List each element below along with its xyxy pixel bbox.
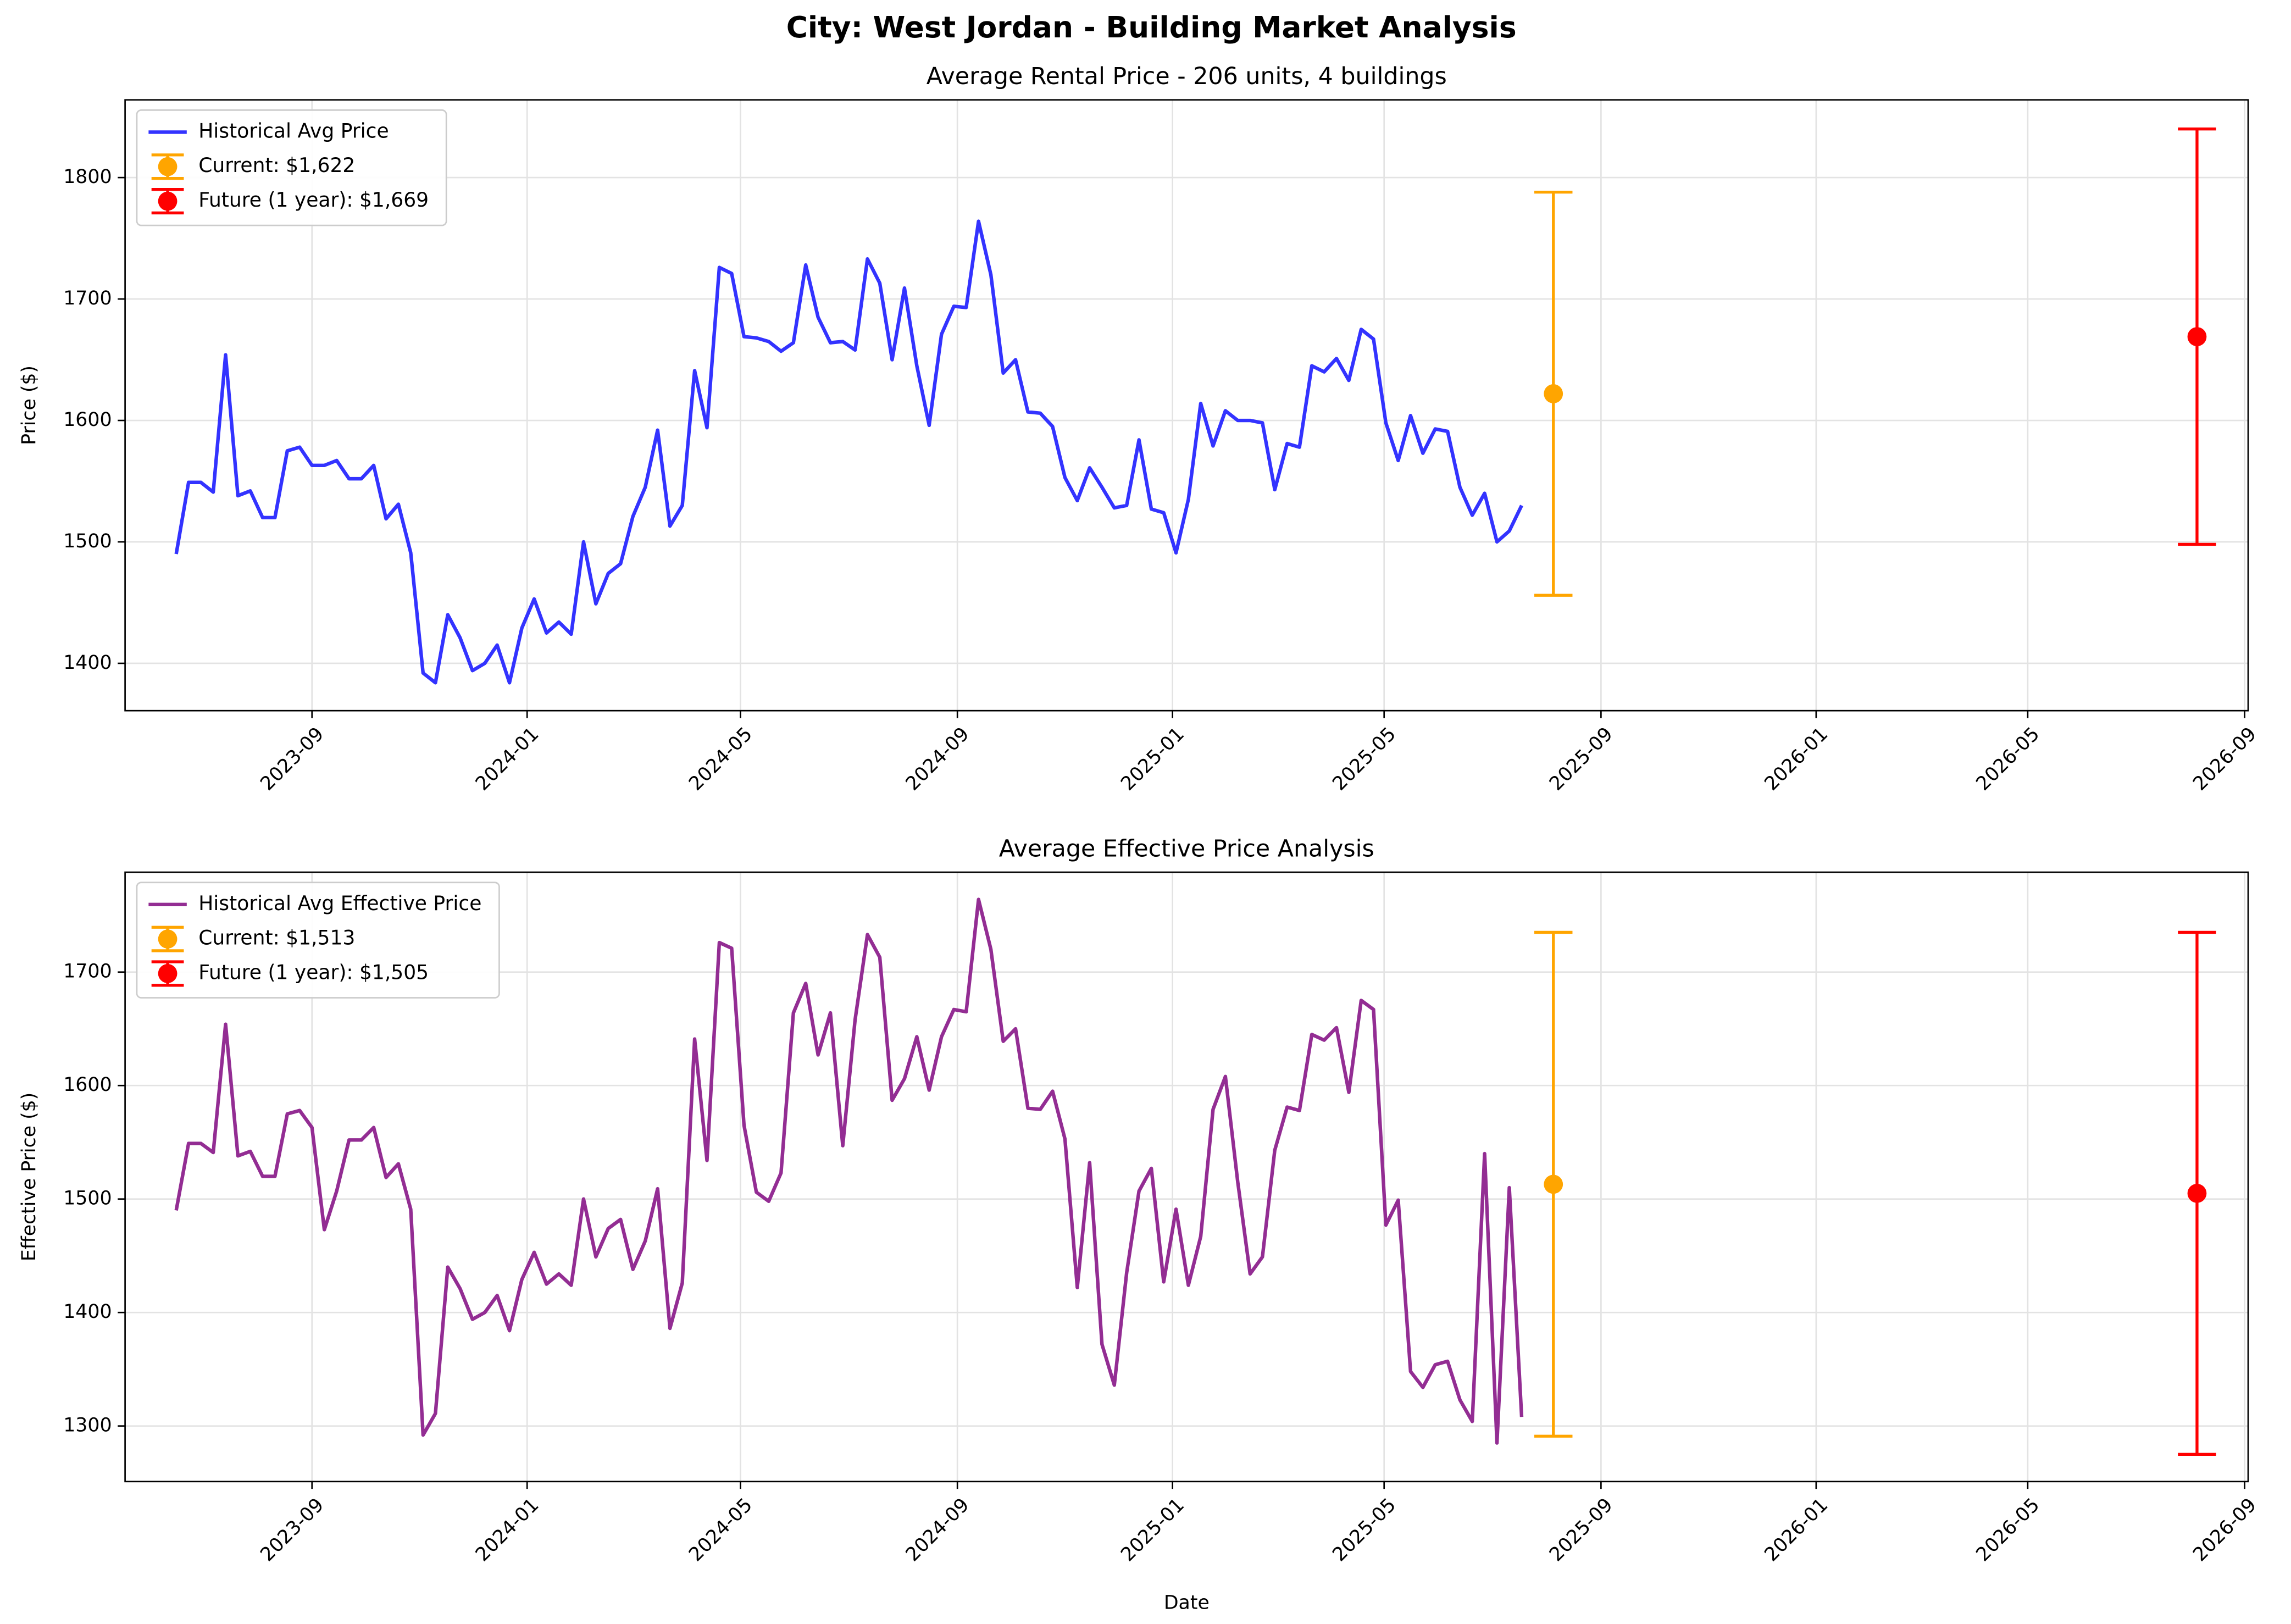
chart-title: Average Rental Price - 206 units, 4 buil… <box>927 63 1447 90</box>
legend-label: Current: $1,622 <box>198 154 355 177</box>
error-point <box>1534 930 1573 1438</box>
series-line <box>174 897 1524 1445</box>
error-marker <box>2187 1184 2207 1203</box>
legend: Historical Avg Price Current: $1,622 Futur… <box>136 109 447 226</box>
y-tick-label: 1600 <box>63 409 112 431</box>
y-tick-label: 1800 <box>63 166 112 188</box>
error-marker <box>158 929 177 949</box>
error-marker <box>158 191 177 211</box>
error-point <box>2178 930 2216 1456</box>
error-marker <box>158 964 177 983</box>
plot-frame <box>124 99 2249 712</box>
figure-title: City: West Jordan - Building Market Anal… <box>786 10 1517 45</box>
error-marker <box>1544 1174 1563 1194</box>
y-tick-label: 1500 <box>63 1188 112 1210</box>
y-tick-label: 1300 <box>63 1415 112 1437</box>
legend: Historical Avg Effective Price Current: $… <box>136 882 500 999</box>
y-tick-label: 1700 <box>63 961 112 983</box>
y-tick-label: 1400 <box>63 1301 112 1323</box>
legend-label: Historical Avg Price <box>198 119 389 142</box>
error-point <box>2178 128 2216 546</box>
y-tick-label: 1400 <box>63 652 112 674</box>
x-axis-label: Date <box>1164 1592 1210 1614</box>
error-marker <box>158 157 177 176</box>
legend-box <box>136 882 500 999</box>
legend-label: Future (1 year): $1,669 <box>198 189 429 212</box>
legend-label: Future (1 year): $1,505 <box>198 961 429 984</box>
legend-label: Historical Avg Effective Price <box>198 892 481 915</box>
y-axis-label: Effective Price ($) <box>18 1093 40 1261</box>
error-marker <box>2187 327 2207 346</box>
y-tick-label: 1500 <box>63 530 112 552</box>
y-tick-label: 1700 <box>63 287 112 309</box>
series-line <box>174 219 1523 685</box>
plot-frame <box>124 871 2249 1483</box>
error-marker <box>1544 384 1563 403</box>
y-axis-label: Price ($) <box>18 365 40 445</box>
error-point <box>1534 190 1573 597</box>
y-tick-label: 1600 <box>63 1074 112 1096</box>
chart-title: Average Effective Price Analysis <box>999 835 1374 862</box>
legend-box <box>136 109 447 226</box>
legend-label: Current: $1,513 <box>198 927 355 950</box>
